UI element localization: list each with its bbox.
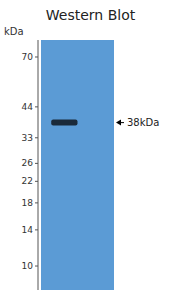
y-tick-label: 14 bbox=[22, 225, 34, 235]
title: Western Blot bbox=[46, 7, 136, 23]
y-tick bbox=[35, 181, 38, 182]
y-tick-label: 70 bbox=[22, 52, 34, 62]
y-tick bbox=[35, 163, 38, 164]
data-label: 38kDa bbox=[127, 117, 159, 128]
chart-svg: Western Blot kDa 10 14 18 22 26 33 44 70 38kDa bbox=[0, 0, 181, 300]
y-tick bbox=[35, 266, 38, 267]
band bbox=[51, 120, 77, 126]
y-tick-label: 33 bbox=[22, 133, 33, 143]
arrow-head bbox=[116, 120, 121, 126]
y-tick bbox=[35, 106, 38, 107]
chart-root: Western Blot kDa 10 14 18 22 26 33 44 70 38kDa bbox=[0, 0, 181, 300]
y-tick bbox=[35, 56, 38, 57]
y-tick-label: 10 bbox=[22, 261, 34, 271]
y-tick bbox=[35, 137, 38, 138]
y-tick-label: 26 bbox=[22, 158, 34, 168]
y-tick-label: 44 bbox=[22, 102, 34, 112]
bands bbox=[51, 120, 77, 126]
gel bbox=[41, 40, 114, 290]
y-axis-label: kDa bbox=[4, 26, 24, 37]
y-tick bbox=[35, 229, 38, 230]
y-tick-label: 22 bbox=[22, 176, 33, 186]
y-tick bbox=[35, 202, 38, 203]
y-tick-label: 18 bbox=[22, 198, 34, 208]
y-axis-line bbox=[38, 40, 39, 290]
